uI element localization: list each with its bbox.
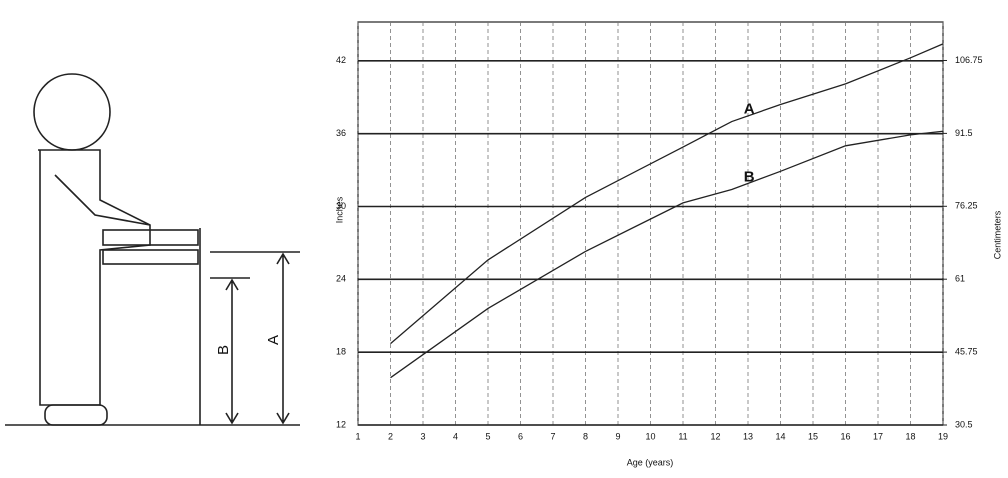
x-tick-label: 7 — [550, 431, 555, 441]
head — [33, 73, 111, 151]
dim-arrow-a — [276, 252, 290, 425]
x-tick-label: 4 — [453, 431, 458, 441]
y2-axis-title: Centimeters — [992, 210, 1002, 259]
x-tick-label: 5 — [485, 431, 490, 441]
y2-tick-label: 76.25 — [955, 201, 978, 211]
dim-arrow-b — [225, 278, 239, 425]
y-tick-label: 42 — [336, 55, 346, 65]
x-tick-label: 19 — [938, 431, 948, 441]
foot — [44, 404, 108, 426]
x-tick-label: 8 — [583, 431, 588, 441]
y2-tick-label: 61 — [955, 274, 965, 284]
x-tick-label: 13 — [743, 431, 753, 441]
y-tick-label: 12 — [336, 419, 346, 429]
series-label: A — [744, 101, 755, 118]
x-tick-label: 6 — [518, 431, 523, 441]
series-label: B — [744, 168, 755, 185]
line-series — [390, 130, 944, 379]
y2-tick-label: 30.5 — [955, 419, 973, 429]
x-tick-label: 18 — [905, 431, 915, 441]
y-tick-label: 24 — [336, 274, 346, 284]
x-tick-label: 16 — [840, 431, 850, 441]
y-axis-title: Inches — [334, 196, 344, 223]
desk-shelf — [102, 249, 199, 265]
plot-frame — [357, 21, 944, 426]
line-series — [390, 43, 944, 345]
x-tick-label: 15 — [808, 431, 818, 441]
x-tick-label: 1 — [355, 431, 360, 441]
x-tick-label: 14 — [775, 431, 785, 441]
figure-diagram: B A — [5, 73, 300, 426]
x-tick-label: 2 — [388, 431, 393, 441]
y-tick-label: 30 — [336, 201, 346, 211]
y-tick-label: 36 — [336, 128, 346, 138]
y-tick-label: 18 — [336, 347, 346, 357]
x-tick-label: 10 — [645, 431, 655, 441]
dim-label: B — [215, 345, 232, 355]
dim-label: A — [265, 335, 282, 345]
x-tick-label: 12 — [710, 431, 720, 441]
desk-top — [102, 229, 199, 246]
y2-tick-label: 91.5 — [955, 128, 973, 138]
y2-tick-label: 45.75 — [955, 346, 978, 356]
arm — [54, 174, 151, 226]
body — [38, 149, 151, 406]
x-axis-title: Age (years) — [627, 457, 674, 467]
y2-tick-label: 106.75 — [955, 55, 983, 65]
x-tick-label: 9 — [615, 431, 620, 441]
x-tick-label: 3 — [420, 431, 425, 441]
x-tick-label: 17 — [873, 431, 883, 441]
x-tick-label: 11 — [678, 431, 687, 441]
